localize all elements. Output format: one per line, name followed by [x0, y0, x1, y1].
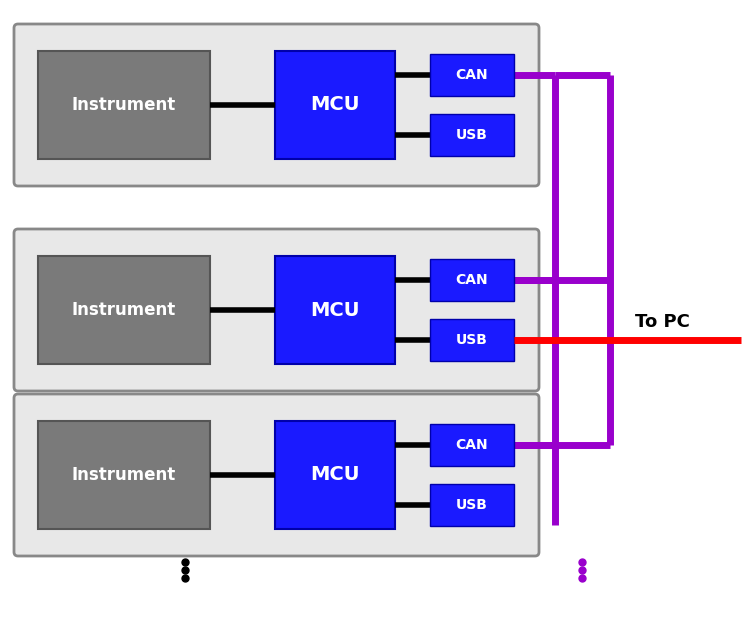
Bar: [430, 259, 514, 301]
Text: USB: USB: [456, 498, 488, 512]
FancyBboxPatch shape: [14, 394, 539, 556]
Bar: [430, 54, 514, 96]
Text: USB: USB: [456, 333, 488, 347]
Text: CAN: CAN: [456, 438, 488, 452]
Bar: [430, 484, 514, 526]
Text: CAN: CAN: [456, 273, 488, 287]
Bar: [275, 256, 395, 364]
FancyBboxPatch shape: [14, 229, 539, 391]
Text: To PC: To PC: [635, 313, 690, 331]
Bar: [275, 421, 395, 529]
Text: MCU: MCU: [310, 466, 360, 484]
Text: MCU: MCU: [310, 96, 360, 115]
Bar: [38, 421, 210, 529]
Bar: [275, 51, 395, 159]
Text: CAN: CAN: [456, 68, 488, 82]
Text: Instrument: Instrument: [72, 96, 176, 114]
Text: MCU: MCU: [310, 301, 360, 319]
Bar: [430, 319, 514, 361]
Text: USB: USB: [456, 128, 488, 142]
Bar: [38, 51, 210, 159]
Text: Instrument: Instrument: [72, 301, 176, 319]
Text: Instrument: Instrument: [72, 466, 176, 484]
Bar: [430, 114, 514, 156]
FancyBboxPatch shape: [14, 24, 539, 186]
Bar: [430, 424, 514, 466]
Bar: [38, 256, 210, 364]
